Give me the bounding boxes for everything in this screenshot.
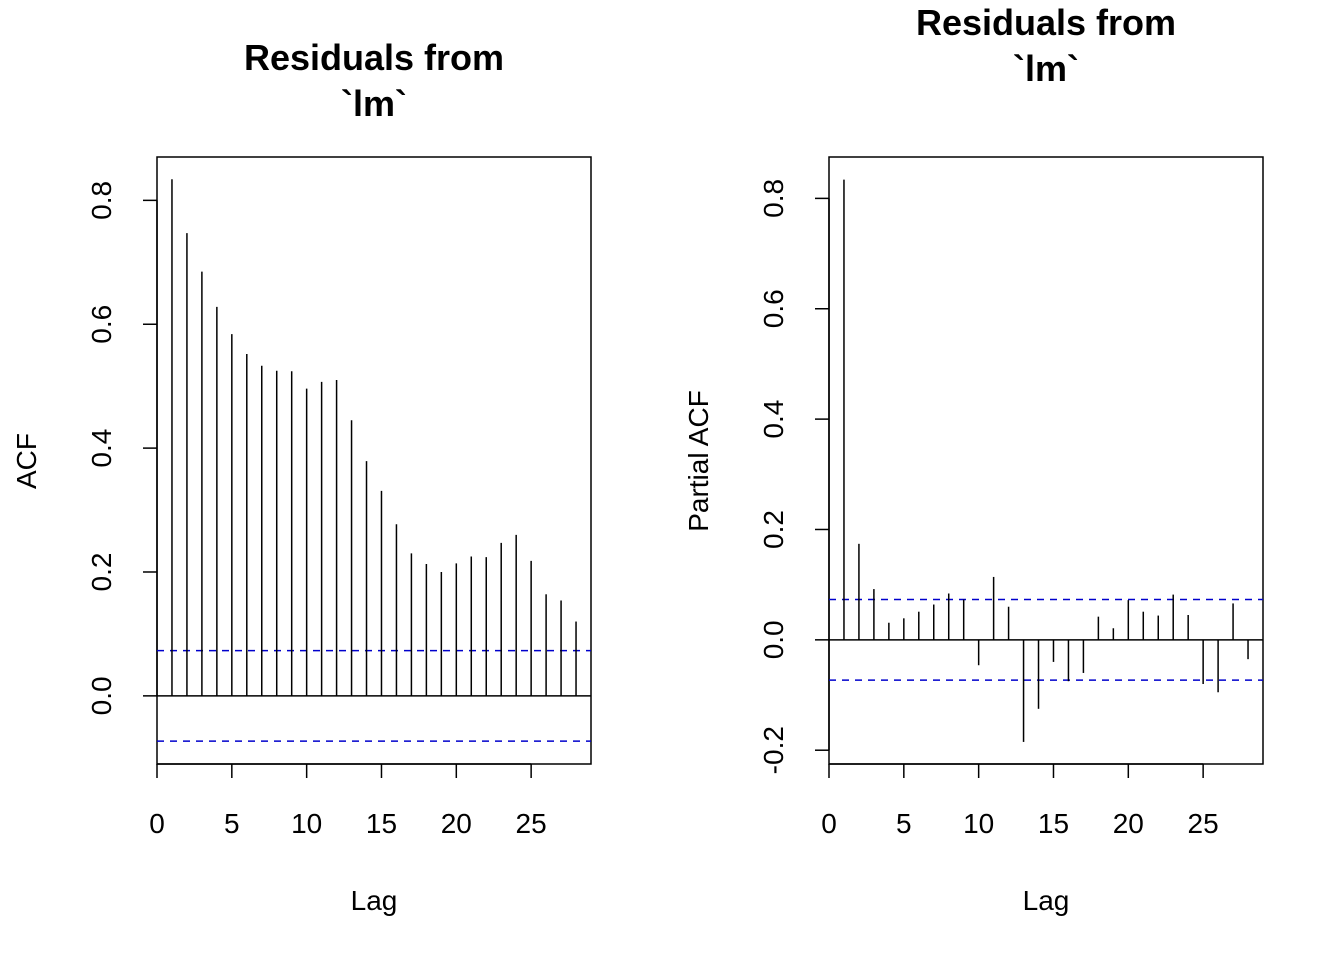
pacf-y-tick-label: 0.4: [758, 400, 789, 439]
acf-y-axis-label: ACF: [11, 433, 42, 489]
pacf-panel: Residuals from `lm` Lag Partial ACF 0 5 10…: [683, 2, 1264, 916]
pacf-y-tick-label: 0.6: [758, 289, 789, 328]
pacf-y-tick-label: -0.2: [758, 726, 789, 774]
pacf-y-tick-label: 0.8: [758, 179, 789, 218]
acf-x-tick-label: 0: [149, 808, 165, 839]
acf-x-tick-label: 15: [366, 808, 397, 839]
pacf-title-line-1: Residuals from: [916, 2, 1176, 43]
acf-y-tick-label: 0.6: [86, 305, 117, 344]
pacf-x-tick-label: 15: [1038, 808, 1069, 839]
pacf-x-tick-label: 10: [963, 808, 994, 839]
pacf-y-tick-label: 0.2: [758, 510, 789, 549]
pacf-x-tick-label: 25: [1188, 808, 1219, 839]
pacf-x-axis-label: Lag: [1023, 885, 1070, 916]
acf-x-axis-label: Lag: [351, 885, 398, 916]
pacf-x-tick-label: 20: [1113, 808, 1144, 839]
pacf-x-tick-label: 5: [896, 808, 912, 839]
acf-y-tick-label: 0.8: [86, 181, 117, 220]
acf-x-tick-label: 20: [441, 808, 472, 839]
pacf-y-tick-label: 0.0: [758, 620, 789, 659]
pacf-title-line-2: `lm`: [1013, 48, 1079, 89]
pacf-x-tick-label: 0: [821, 808, 837, 839]
acf-title-line-1: Residuals from: [244, 37, 504, 78]
acf-panel: Residuals from `lm` Lag ACF 0 5 10 15 20 25 0.…: [11, 37, 592, 916]
acf-y-tick-label: 0.4: [86, 429, 117, 468]
acf-x-tick-label: 5: [224, 808, 240, 839]
pacf-plot-frame: [828, 156, 1264, 765]
acf-x-tick-label: 10: [291, 808, 322, 839]
acf-y-tick-label: 0.2: [86, 553, 117, 592]
pacf-y-axis-label: Partial ACF: [683, 390, 714, 532]
acf-plot-frame: [156, 156, 592, 765]
acf-title-line-2: `lm`: [341, 83, 407, 124]
acf-x-tick-label: 25: [516, 808, 547, 839]
acf-y-tick-label: 0.0: [86, 676, 117, 715]
